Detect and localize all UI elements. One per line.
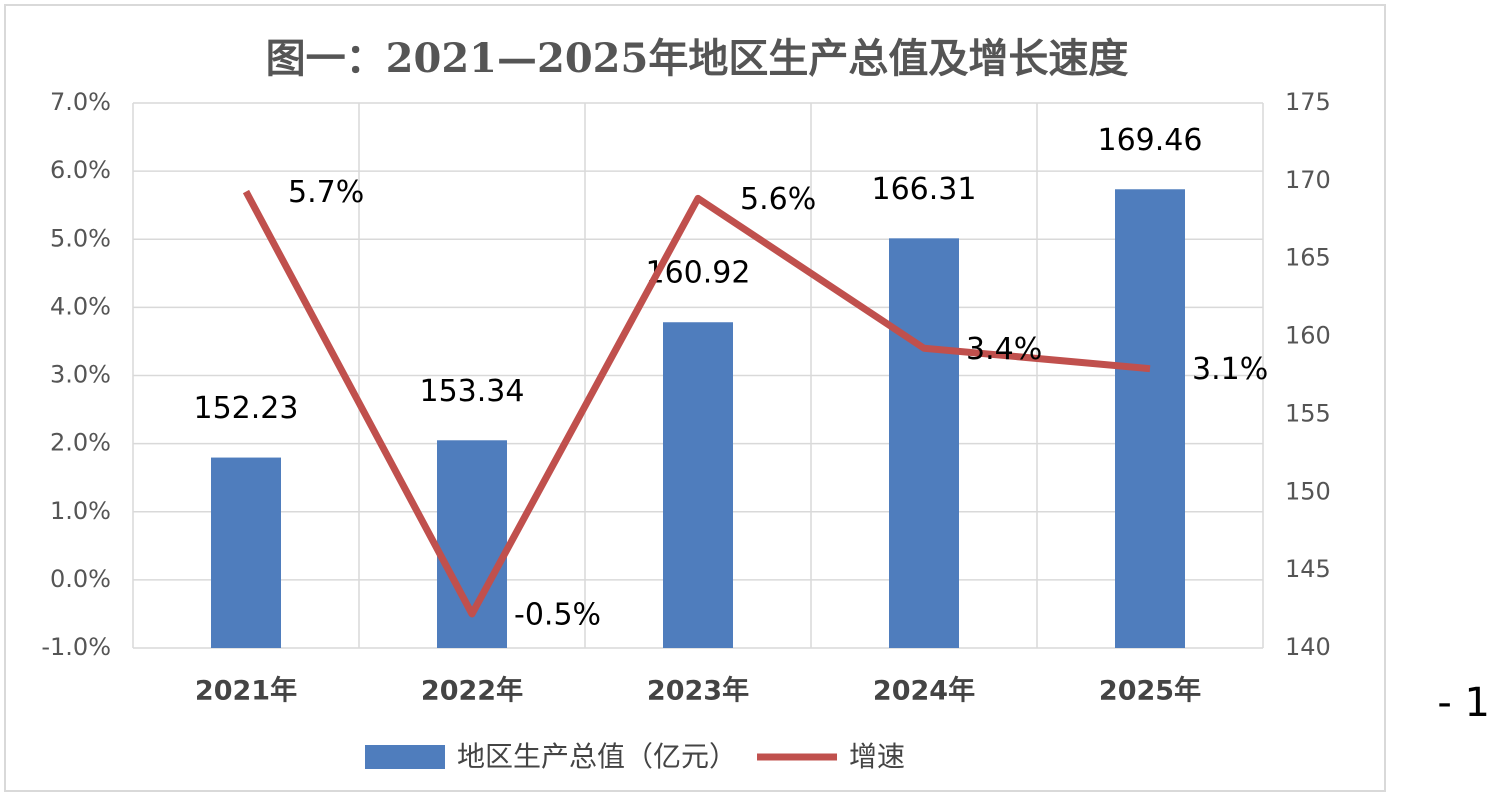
data-label: 5.7% [288,175,364,210]
y-tick-label: 4.0% [50,292,111,320]
y2-tick-label: 150 [1285,477,1331,505]
data-label: 3.4% [966,332,1042,367]
line [242,189,1151,618]
legend-label: 增速 [849,740,905,773]
data-label: 5.6% [740,182,816,217]
y-tick-label: 5.0% [50,224,111,252]
x-tick-label: 2023年 [647,675,749,707]
y2-tick-label: 160 [1285,322,1331,350]
page-number: - 1 [1437,680,1490,726]
data-label: 166.31 [872,172,977,207]
y-tick-label: 0.0% [50,565,111,593]
data-label: -0.5% [514,597,601,632]
y-tick-label: 1.0% [50,497,111,525]
x-tick-label: 2022年 [421,675,523,707]
bar [889,238,959,648]
y2-tick-label: 175 [1285,88,1331,116]
legend-label: 地区生产总值（亿元） [457,740,737,773]
x-tick-label: 2025年 [1099,675,1201,707]
y-tick-label: 6.0% [50,156,111,184]
data-label: 153.34 [420,374,525,409]
data-label: 152.23 [194,391,299,426]
y2-tick-label: 145 [1285,555,1331,583]
y2-tick-label: 140 [1285,633,1331,661]
y-tick-label: 2.0% [50,429,111,457]
y-tick-label: 3.0% [50,361,111,389]
x-tick-label: 2024年 [873,675,975,707]
y2-tick-label: 155 [1285,399,1331,427]
bar [1115,189,1185,648]
y-tick-label: 7.0% [50,88,111,116]
y2-tick-label: 170 [1285,166,1331,194]
data-label: 3.1% [1192,352,1268,387]
bar [663,322,733,648]
legend-swatch [365,745,445,769]
y-tick-label: -1.0% [41,633,111,661]
bar [211,457,281,648]
y2-tick-label: 165 [1285,244,1331,272]
data-label: 169.46 [1098,123,1203,158]
x-tick-label: 2021年 [195,675,297,707]
chart-title: 图一：2021—2025年地区生产总值及增长速度 [266,35,1129,82]
